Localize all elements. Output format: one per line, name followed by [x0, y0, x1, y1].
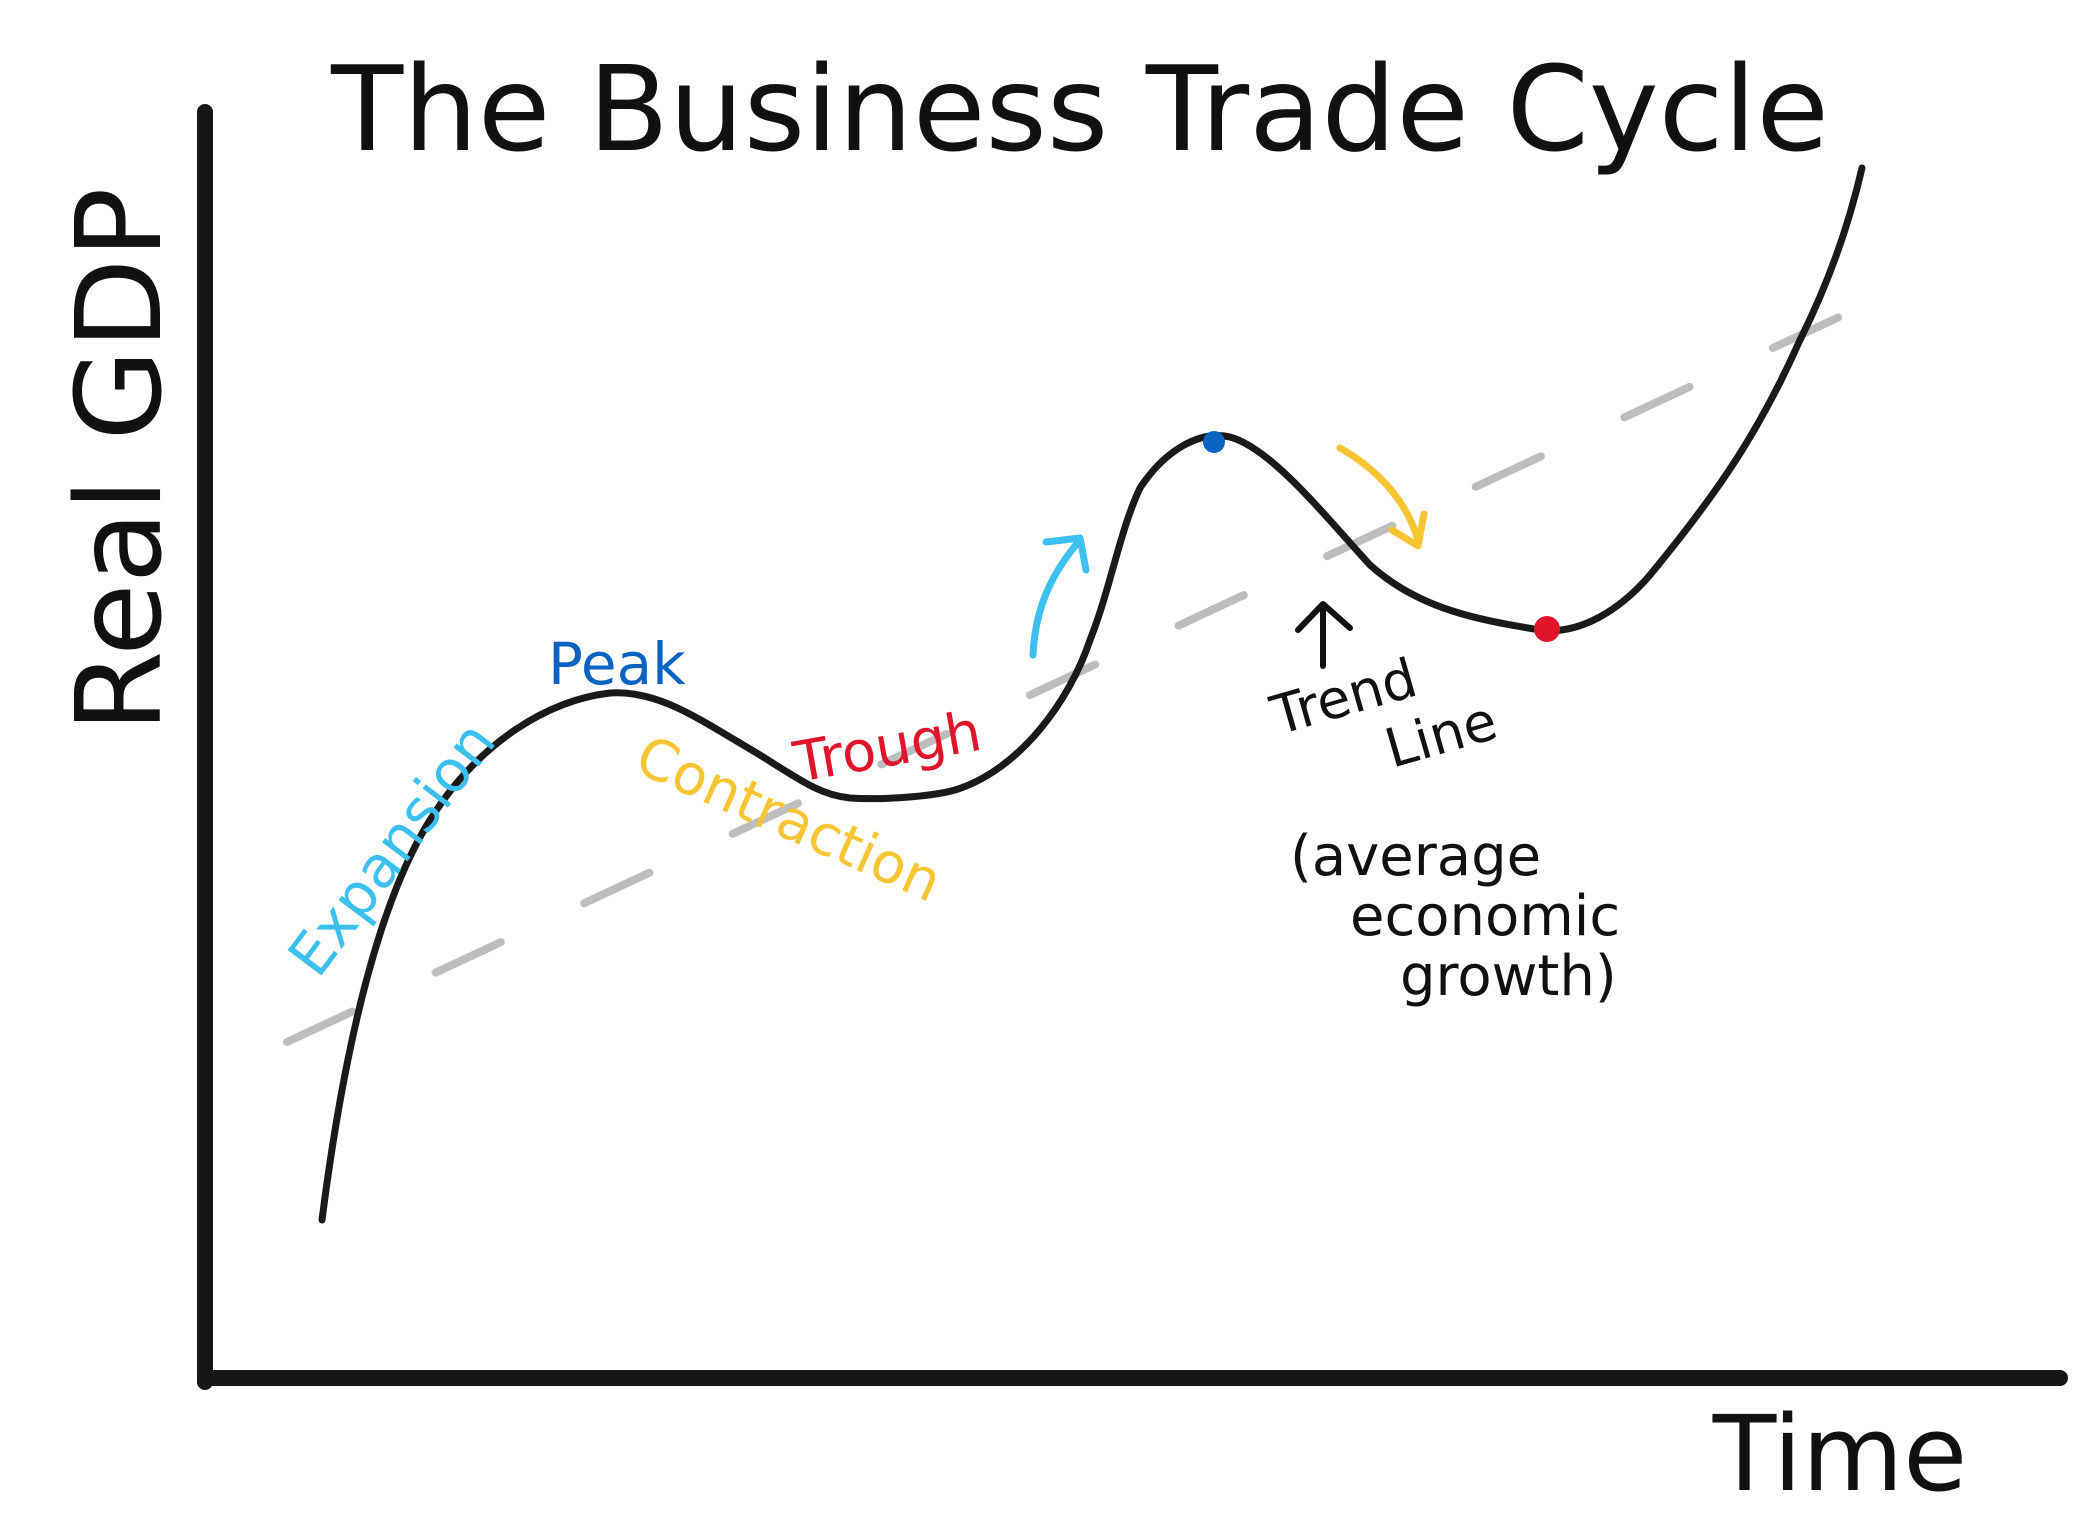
trend-note-line-1: (average	[1290, 824, 1541, 889]
business-cycle-curve	[318, 164, 1866, 1224]
up-right-arrow-icon	[1029, 534, 1090, 659]
expansion-label: Expansion	[275, 709, 509, 988]
y-axis-label: Real GDP	[50, 187, 188, 732]
trend-note-line-3: growth)	[1400, 944, 1617, 1009]
diagram-title: The Business Trade Cycle	[330, 40, 1829, 178]
x-axis-label: Time	[1712, 1393, 1968, 1510]
peak-dot	[1203, 431, 1225, 453]
trough-label: Trough	[788, 699, 986, 796]
down-right-arrow-icon	[1336, 444, 1428, 550]
trough-dot	[1534, 616, 1560, 642]
trend-note-line-2: economic	[1350, 884, 1620, 949]
peak-label: Peak	[548, 630, 686, 698]
up-arrow-icon	[1295, 601, 1353, 669]
trend-line	[283, 293, 1886, 1046]
